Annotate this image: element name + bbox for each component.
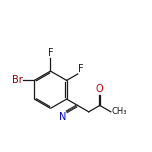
Text: O: O <box>95 84 103 94</box>
Text: F: F <box>48 48 53 58</box>
Text: F: F <box>78 64 84 74</box>
Text: Br: Br <box>12 75 23 85</box>
Text: CH₃: CH₃ <box>111 107 127 116</box>
Text: N: N <box>59 112 66 122</box>
